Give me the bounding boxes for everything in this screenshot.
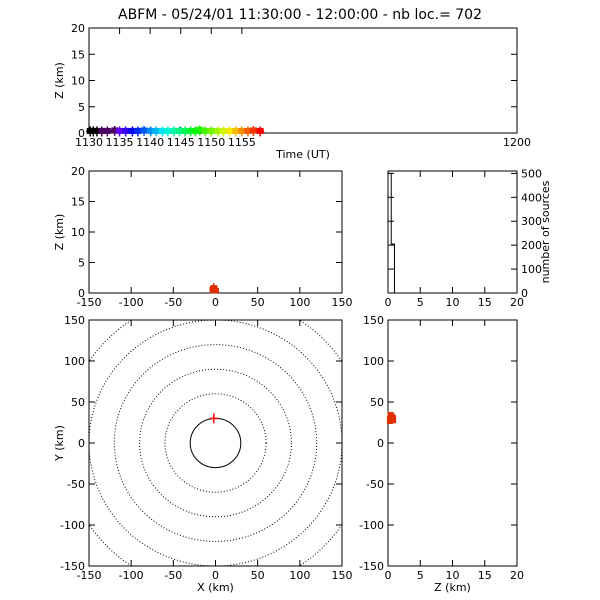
x-tick-label: -150 [77,296,102,309]
x-tick-label: 0 [212,569,219,582]
x-tick-label: 100 [289,296,310,309]
y-tick-label: -150 [359,560,384,573]
x-tick-label: 150 [332,569,353,582]
y-tick-label: 15 [71,196,85,209]
x-axis-label: Time (UT) [275,148,330,161]
y-tick-label: 200 [521,239,542,252]
plot-frame [88,170,343,294]
plan-view-panel: -150 -100 -50 0 50 100 150 -150 -100 -50 0 50 100 150… [53,314,353,594]
x-tick-label: 100 [289,569,310,582]
x-tick-label: 10 [446,296,460,309]
y-tick-label: 100 [363,355,384,368]
x-tick-label: 0 [385,296,392,309]
range-ring [113,344,318,542]
x-tick-label: -150 [77,569,102,582]
y-tick-label: -100 [359,519,384,532]
source-point [212,288,219,294]
y-tick-label: 20 [71,22,85,35]
x-axis-label: X (km) [197,581,234,594]
x-tick-label: 1155 [228,136,256,149]
y-tick-label: 0 [78,127,85,140]
y-axis-label: number of sources [539,180,552,283]
plot-frame [88,319,343,567]
y-tick-label: 5 [78,101,85,114]
range-ring [89,320,342,566]
y-tick-label: 100 [521,263,542,276]
y-tick-label: 500 [521,167,542,180]
x-tick-label: 10 [446,569,460,582]
x-tick-label: 50 [251,569,265,582]
x-tick-label: 20 [510,296,524,309]
range-ring [139,368,292,518]
height-y-panel: 0 5 10 15 20 -150 -100 -50 0 50 100 150 Z (km) [359,314,524,594]
y-tick-label: 0 [377,437,384,450]
x-tick-label: 0 [212,296,219,309]
y-tick-label: -50 [67,478,85,491]
y-tick-label: 150 [64,314,85,327]
y-tick-label: 50 [71,396,85,409]
x-tick-label: 15 [478,569,492,582]
x-tick-label: -50 [164,296,182,309]
x-tick-label: 5 [417,296,424,309]
x-axis-label: Z (km) [434,581,471,594]
time-height-panel: 1130 1135 1140 1145 1150 1155 1200 0 5 10 15 20 Time… [53,22,531,161]
x-tick-label: 150 [332,296,353,309]
y-tick-label: 100 [64,355,85,368]
x-tick-label: -100 [119,296,144,309]
y-tick-label: -50 [366,478,384,491]
y-tick-label: 10 [71,226,85,239]
y-tick-label: 20 [71,165,85,178]
x-tick-label: 1140 [136,136,164,149]
x-tick-label: 5 [417,569,424,582]
x-tick-label: -50 [164,569,182,582]
x-tick-label: 1130 [75,136,103,149]
y-axis-label: Z (km) [53,62,66,99]
y-tick-label: 5 [78,257,85,270]
y-tick-label: -100 [60,519,85,532]
y-tick-label: 0 [78,287,85,300]
y-tick-label: 400 [521,191,542,204]
y-tick-label: 15 [71,48,85,61]
x-tick-label: 1150 [197,136,225,149]
x-tick-label: 1145 [167,136,195,149]
x-height-panel: -150 -100 -50 0 50 100 150 0 5 10 15 20 Z (km) [53,165,353,309]
y-tick-label: 150 [363,314,384,327]
y-axis-label: Z (km) [53,214,66,251]
x-tick-label: 50 [251,296,265,309]
y-tick-label: 300 [521,215,542,228]
x-tick-label: 1200 [503,136,531,149]
range-rings [89,320,342,566]
y-tick-label: 50 [370,396,384,409]
y-tick-label: 10 [71,75,85,88]
x-tick-label: 0 [385,569,392,582]
histogram-line [388,172,395,293]
plot-frame [387,170,518,294]
x-tick-label: 15 [478,296,492,309]
plot-frame [88,27,518,134]
y-axis-label: Y (km) [53,425,66,462]
x-tick-label: 20 [510,569,524,582]
range-ring [189,417,242,469]
source-point [390,415,397,424]
x-tick-label: 1135 [106,136,134,149]
y-tick-label: 0 [521,287,528,300]
y-tick-label: -150 [60,560,85,573]
range-ring [89,320,342,566]
figure-title: ABFM - 05/24/01 11:30:00 - 12:00:00 - nb… [118,7,482,23]
y-tick-label: 0 [78,437,85,450]
range-ring [164,393,267,493]
plot-frame [387,319,518,567]
x-tick-label: -100 [119,569,144,582]
